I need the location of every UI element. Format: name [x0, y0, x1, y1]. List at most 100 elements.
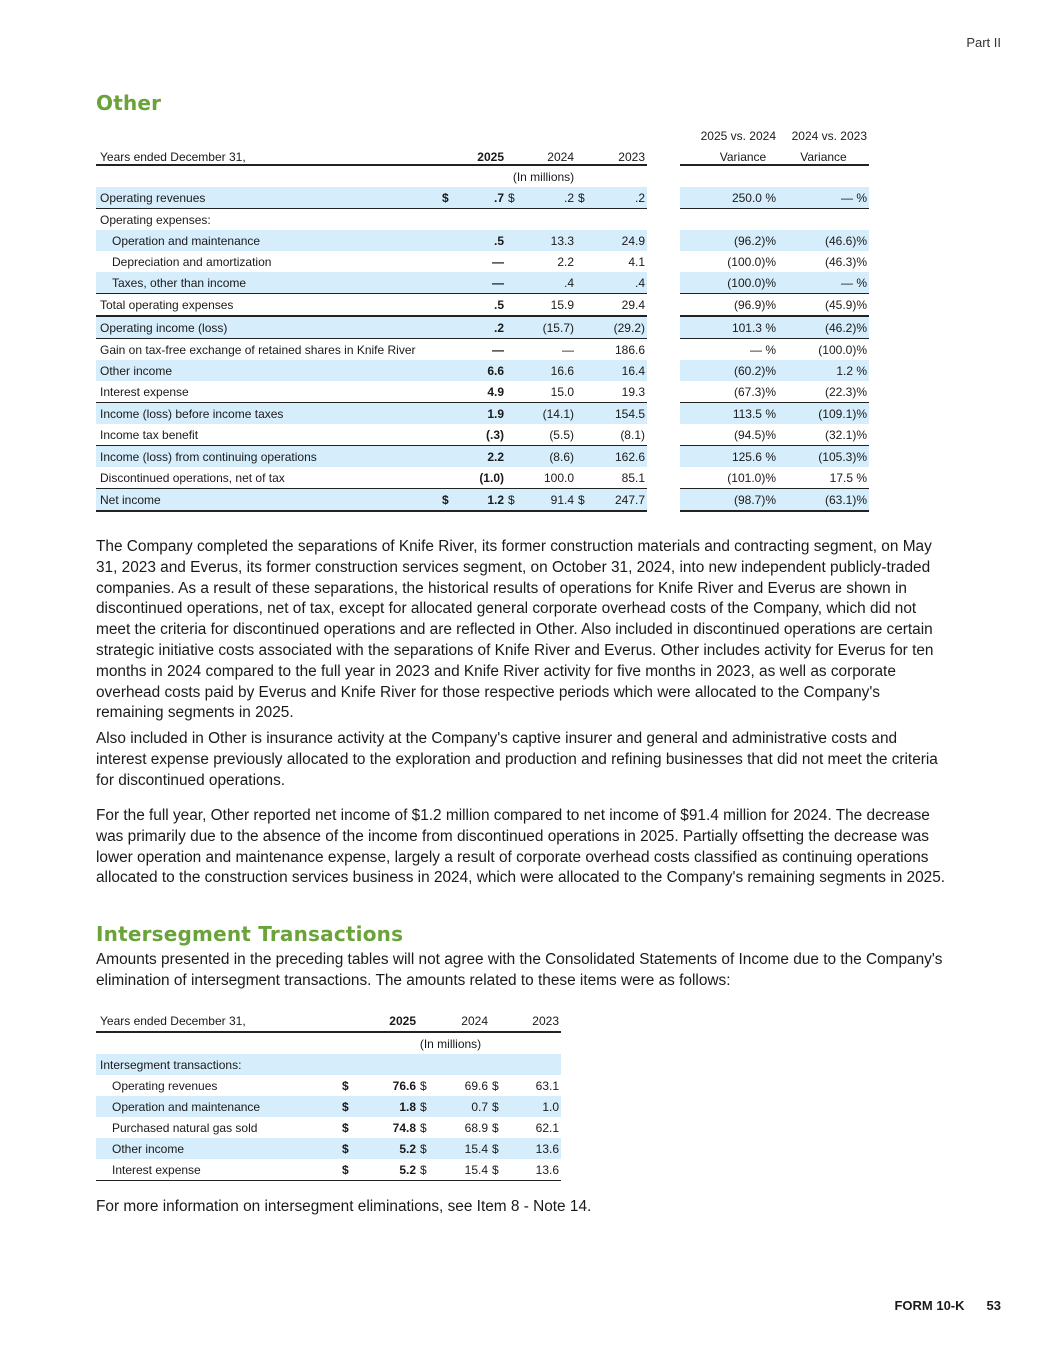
variance-2024-vs-2023: (22.3)% [778, 381, 869, 403]
value-2023: 247.7 [594, 488, 647, 512]
variance-2024-vs-2023: 17.5 % [778, 467, 869, 489]
variance-2025-vs-2024: (101.0)% [680, 467, 778, 489]
col-header-variance-1: Variance [680, 143, 778, 166]
section-title-intersegment: Intersegment Transactions [96, 922, 404, 946]
value-2023: 13.6 [506, 1159, 561, 1181]
table-row: Operation and maintenance $1.8 $0.7 $1.0 [96, 1096, 561, 1117]
currency-symbol: $ [340, 1159, 364, 1181]
currency-symbol [506, 360, 524, 381]
variance-2024-vs-2023: (46.3)% [824, 254, 867, 269]
variance-2024-vs-2023: 1.2 % [778, 360, 869, 381]
value-2024: 0.7 [438, 1096, 490, 1117]
section-label: Intersegment transactions: [96, 1054, 561, 1075]
currency-symbol [440, 230, 455, 251]
currency-symbol [506, 251, 524, 272]
body-paragraph: Also included in Other is insurance acti… [96, 730, 938, 789]
currency-symbol [576, 402, 594, 424]
value-2024: 91.4 [524, 488, 576, 512]
value-2024: 69.6 [464, 1078, 488, 1093]
value-2025: .5 [455, 293, 506, 317]
value-2024 [524, 209, 576, 231]
table-row: Interest expense 4.9 15.0 19.3 (67.3)% (22.3)… [96, 381, 869, 403]
variance-2024-vs-2023: (109.1)% [778, 402, 869, 424]
row-label: Other income [96, 360, 440, 381]
currency-symbol [576, 467, 594, 489]
table-row: Income (loss) from continuing operations… [96, 445, 869, 467]
variance-2024-vs-2023: (105.3)% [778, 445, 869, 467]
currency-symbol [576, 316, 594, 339]
column-gap [647, 272, 680, 294]
table-row: Other income 6.6 16.6 16.4 (60.2)% 1.2 % [96, 360, 869, 381]
col-header-2025: 2025 [455, 143, 506, 166]
column-gap [647, 424, 680, 446]
currency-symbol [576, 381, 594, 403]
variance-2024-vs-2023: (32.1)% [778, 424, 869, 446]
currency-symbol [506, 339, 524, 361]
currency-symbol [506, 230, 524, 251]
table-row: Operation and maintenance .5 13.3 24.9 (96.2… [96, 230, 869, 251]
column-gap [647, 488, 680, 511]
value-2023: 154.5 [594, 402, 647, 424]
variance-2025-vs-2024: 113.5 % [680, 402, 778, 424]
value-2025: — [492, 342, 504, 357]
currency-symbol [440, 339, 455, 361]
currency-symbol [440, 424, 455, 446]
currency-symbol: $ [506, 488, 524, 512]
value-2025: (1.0) [455, 467, 506, 489]
variance-2024-vs-2023: (45.9)% [778, 293, 869, 317]
currency-symbol: $ [490, 1138, 506, 1159]
body-paragraph: The Company completed the separations of… [96, 538, 934, 722]
intersegment-intro: Amounts presented in the preceding table… [96, 951, 943, 989]
currency-symbol: $ [418, 1159, 438, 1181]
column-gap [647, 445, 680, 467]
value-2023: 63.1 [535, 1078, 559, 1093]
currency-symbol [440, 467, 455, 489]
row-label: Operating expenses: [100, 212, 211, 227]
currency-symbol [440, 293, 455, 317]
table-row: Income tax benefit (.3) (5.5) (8.1) (94.5)%(… [96, 424, 869, 446]
intersegment-footnote: For more information on intersegment eli… [96, 1198, 592, 1215]
table-row: Taxes, other than income — .4 .4 (100.0)% — % [96, 272, 869, 294]
row-label: Operation and maintenance [96, 230, 440, 251]
col-header-2024: 2024 [438, 1010, 490, 1033]
value-2023: 13.6 [506, 1138, 561, 1159]
value-2023: (29.2) [594, 316, 647, 339]
variance-2025-vs-2024: (96.2)% [680, 230, 778, 251]
currency-symbol: $ [492, 1120, 499, 1135]
variance-2025-vs-2024: 250.0 % [680, 187, 778, 209]
col-header-variance-2: Variance [778, 143, 869, 166]
intersegment-table: Years ended December 31, 2025 2024 2023 … [96, 1010, 561, 1181]
currency-symbol [506, 272, 524, 294]
table-row: Operating income (loss) .2 (15.7) (29.2) 101… [96, 316, 869, 339]
units-label: (In millions) [419, 1036, 482, 1051]
value-2023: 162.6 [594, 445, 647, 467]
value-2024: (15.7) [524, 316, 576, 339]
currency-symbol: $ [576, 187, 594, 209]
value-2025: 76.6 [392, 1078, 416, 1093]
column-gap [647, 402, 680, 424]
value-2023: 85.1 [594, 467, 647, 489]
col-header-variance-2-top: 2024 vs. 2023 [791, 129, 867, 143]
variance-2025-vs-2024: 125.6 % [680, 445, 778, 467]
value-2025: .2 [455, 316, 506, 339]
row-header: Years ended December 31, [96, 143, 440, 166]
row-header: Years ended December 31, [96, 1010, 340, 1033]
col-header-2023: 2023 [594, 143, 647, 166]
currency-symbol: $ [440, 187, 455, 209]
variance-2025-vs-2024: — % [749, 342, 776, 357]
table-row: Operating expenses: [96, 209, 869, 231]
column-gap [647, 316, 680, 339]
row-label: Operation and maintenance [96, 1096, 340, 1117]
value-2023: 186.6 [614, 342, 645, 357]
row-label: Gain on tax-free exchange of retained sh… [100, 342, 416, 357]
currency-symbol [506, 209, 524, 231]
currency-symbol [506, 445, 524, 467]
currency-symbol [440, 316, 455, 339]
value-2023: 19.3 [594, 381, 647, 403]
value-2023: 16.4 [594, 360, 647, 381]
currency-symbol: $ [440, 488, 455, 512]
value-2024: 100.0 [524, 467, 576, 489]
currency-symbol [576, 339, 594, 361]
currency-symbol: $ [492, 1078, 499, 1093]
variance-2024-vs-2023: (46.6)% [778, 230, 869, 251]
